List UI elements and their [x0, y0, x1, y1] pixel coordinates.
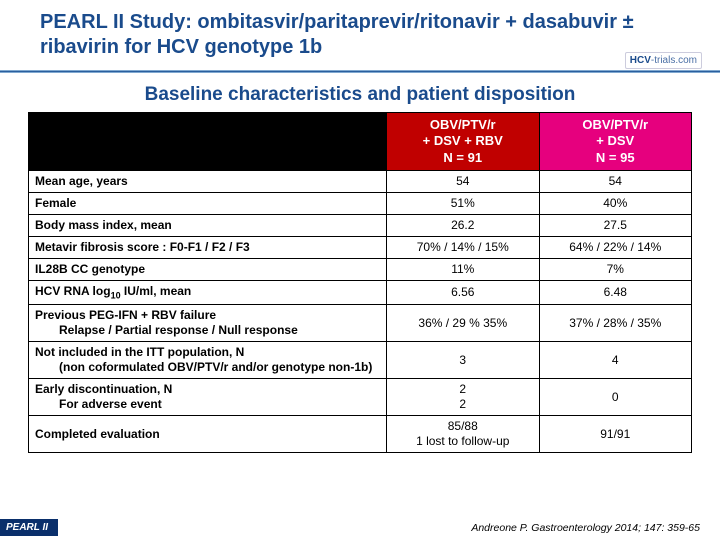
- cell-value: 36% / 29 % 35%: [387, 305, 539, 342]
- cell-value: 51%: [387, 192, 539, 214]
- cell-value: 7%: [539, 258, 692, 280]
- col-header-2: OBV/PTV/r+ DSVN = 95: [539, 113, 692, 171]
- cell-value: 22: [387, 379, 539, 416]
- cell-value: 4: [539, 342, 692, 379]
- cell-value: 54: [387, 170, 539, 192]
- cell-value: 40%: [539, 192, 692, 214]
- row-label: Metavir fibrosis score : F0-F1 / F2 / F3: [29, 236, 387, 258]
- row-label: Not included in the ITT population, N(no…: [29, 342, 387, 379]
- cell-value: 64% / 22% / 14%: [539, 236, 692, 258]
- subtitle: Baseline characteristics and patient dis…: [0, 80, 720, 112]
- cell-value: 26.2: [387, 214, 539, 236]
- cell-value: 70% / 14% / 15%: [387, 236, 539, 258]
- cell-value: 3: [387, 342, 539, 379]
- study-tag: PEARL II: [0, 519, 58, 536]
- row-label: Previous PEG-IFN + RBV failureRelapse / …: [29, 305, 387, 342]
- cell-value: 54: [539, 170, 692, 192]
- page-title: PEARL II Study: ombitasvir/paritaprevir/…: [40, 10, 690, 60]
- cell-value: 0: [539, 379, 692, 416]
- col-header-1: OBV/PTV/r+ DSV + RBVN = 91: [387, 113, 539, 171]
- divider: [0, 66, 720, 80]
- row-label: Female: [29, 192, 387, 214]
- citation: Andreone P. Gastroenterology 2014; 147: …: [471, 522, 700, 534]
- row-label: HCV RNA log10 IU/ml, mean: [29, 280, 387, 305]
- cell-value: 11%: [387, 258, 539, 280]
- cell-value: 27.5: [539, 214, 692, 236]
- site-logo: HCV-trials.com: [625, 52, 702, 69]
- row-label: Mean age, years: [29, 170, 387, 192]
- row-label: IL28B CC genotype: [29, 258, 387, 280]
- row-label: Early discontinuation, NFor adverse even…: [29, 379, 387, 416]
- row-label: Completed evaluation: [29, 416, 387, 453]
- cell-value: 6.56: [387, 280, 539, 305]
- cell-value: 6.48: [539, 280, 692, 305]
- header-blank: [29, 113, 387, 171]
- row-label: Body mass index, mean: [29, 214, 387, 236]
- baseline-table: OBV/PTV/r+ DSV + RBVN = 91 OBV/PTV/r+ DS…: [28, 112, 692, 453]
- cell-value: 91/91: [539, 416, 692, 453]
- cell-value: 85/881 lost to follow-up: [387, 416, 539, 453]
- cell-value: 37% / 28% / 35%: [539, 305, 692, 342]
